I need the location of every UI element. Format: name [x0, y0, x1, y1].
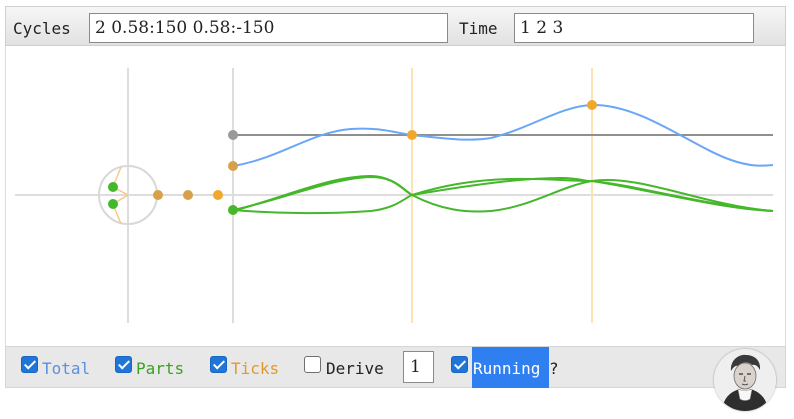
part-curve-b [232, 177, 774, 215]
total-label[interactable]: Total [42, 359, 91, 378]
derive-label[interactable]: Derive [326, 359, 384, 378]
ticks-label[interactable]: Ticks [231, 359, 280, 378]
phasor-point-1 [108, 182, 118, 192]
total-checkbox[interactable] [21, 356, 38, 373]
running-highlight [472, 347, 549, 388]
time-label: Time [459, 19, 498, 38]
cycles-input[interactable] [89, 13, 448, 43]
tick-dot-2 [183, 190, 193, 200]
plot-area [5, 46, 786, 346]
cycles-label: Cycles [13, 19, 71, 38]
constant-start-dot [228, 130, 238, 140]
running-suffix: ? [549, 359, 559, 378]
bottom-controls: Total Parts Ticks Derive Running ? [5, 346, 786, 388]
phasor-point-2 [108, 199, 118, 209]
running-checkbox[interactable] [451, 356, 468, 373]
tick-marker-2 [587, 100, 597, 110]
time-input[interactable] [514, 13, 754, 43]
parts-checkbox[interactable] [115, 356, 132, 373]
total-curve [232, 103, 774, 167]
tick-dot-3 [213, 190, 223, 200]
fourier-portrait-icon [714, 349, 776, 411]
top-toolbar: Cycles Time [5, 6, 786, 46]
derive-order-input[interactable] [403, 351, 434, 383]
tick-marker-1 [407, 130, 417, 140]
part-curve-a [232, 175, 774, 213]
running-label[interactable]: Running [473, 359, 541, 378]
tick-dot-1 [153, 190, 163, 200]
portrait-drawing [714, 349, 776, 411]
derive-checkbox[interactable] [304, 356, 321, 373]
parts-label[interactable]: Parts [136, 359, 185, 378]
total-start-dot [228, 161, 238, 171]
ticks-checkbox[interactable] [210, 356, 227, 373]
parts-start-dot [228, 205, 238, 215]
